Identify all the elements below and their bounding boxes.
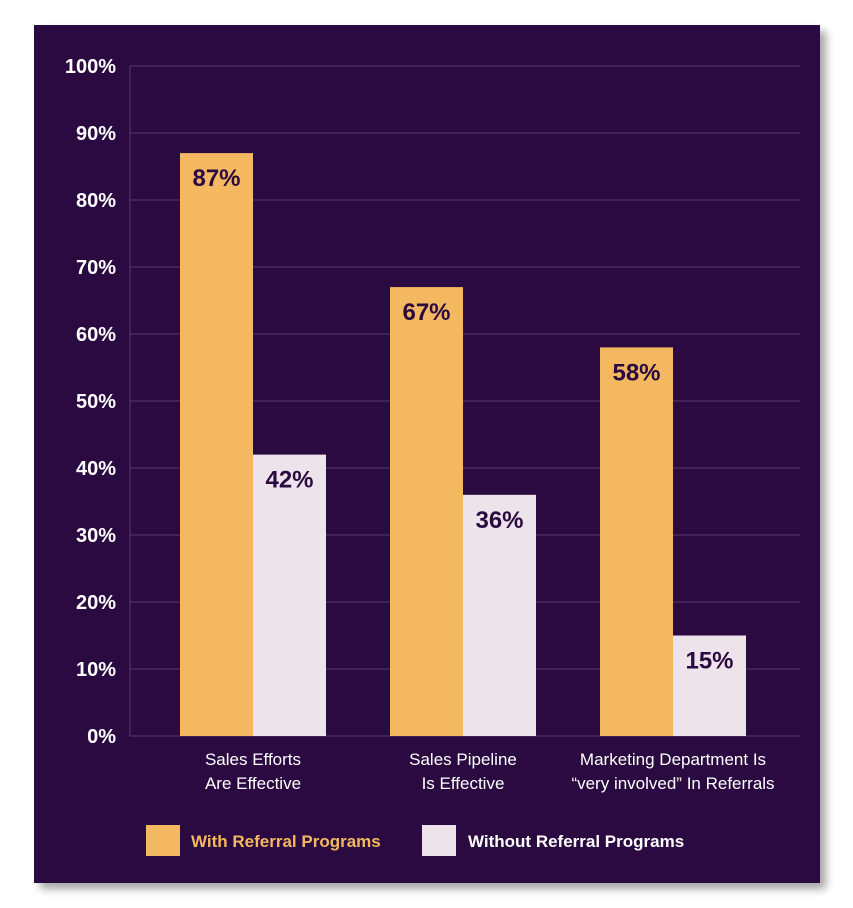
y-tick-label: 40% — [76, 458, 116, 480]
x-axis-categories: Sales Efforts Are Effective Sales Pipeline… — [205, 750, 775, 793]
category-label: Are Effective — [205, 774, 301, 793]
y-axis-ticks: 0% 10% 20% 30% 40% 50% 60% 70% 80% 90% 100% — [65, 56, 116, 748]
bar-value-label: 58% — [612, 359, 660, 386]
y-tick-label: 80% — [76, 190, 116, 212]
bar-with-referral — [390, 287, 463, 736]
bar-with-referral — [180, 153, 253, 737]
y-tick-label: 20% — [76, 592, 116, 614]
legend: With Referral Programs Without Referral P… — [146, 825, 684, 856]
legend-label-without: Without Referral Programs — [468, 832, 684, 851]
y-tick-label: 90% — [76, 123, 116, 145]
y-tick-label: 30% — [76, 525, 116, 547]
legend-swatch-with — [146, 825, 180, 856]
bar-value-label: 15% — [685, 648, 733, 675]
category-label: Sales Pipeline — [409, 750, 517, 769]
category-label: Marketing Department Is — [580, 750, 766, 769]
bar-with-referral — [600, 347, 673, 736]
bars: 87% 67% 58% 42% 36% 15% — [180, 153, 746, 737]
y-tick-label: 10% — [76, 659, 116, 681]
y-tick-label: 70% — [76, 257, 116, 279]
bar-without-referral — [463, 494, 536, 736]
bar-value-label: 87% — [192, 165, 240, 192]
category-label: Sales Efforts — [205, 750, 301, 769]
bar-value-label: 67% — [402, 299, 450, 326]
bar-value-label: 42% — [265, 467, 313, 494]
y-tick-label: 60% — [76, 324, 116, 346]
legend-label-with: With Referral Programs — [191, 832, 381, 851]
legend-swatch-without — [422, 825, 456, 856]
y-tick-label: 100% — [65, 56, 116, 78]
bar-chart: 0% 10% 20% 30% 40% 50% 60% 70% 80% 90% 100% 87% 67%… — [65, 56, 800, 856]
category-label: Is Effective — [422, 774, 505, 793]
bar-without-referral — [253, 454, 326, 736]
y-tick-label: 50% — [76, 391, 116, 413]
y-tick-label: 0% — [87, 726, 116, 748]
chart-panel: 0% 10% 20% 30% 40% 50% 60% 70% 80% 90% 100% 87% 67%… — [34, 25, 820, 883]
bar-without-referral — [673, 635, 746, 736]
category-label: “very involved” In Referrals — [571, 774, 774, 793]
bar-value-label: 36% — [475, 507, 523, 534]
